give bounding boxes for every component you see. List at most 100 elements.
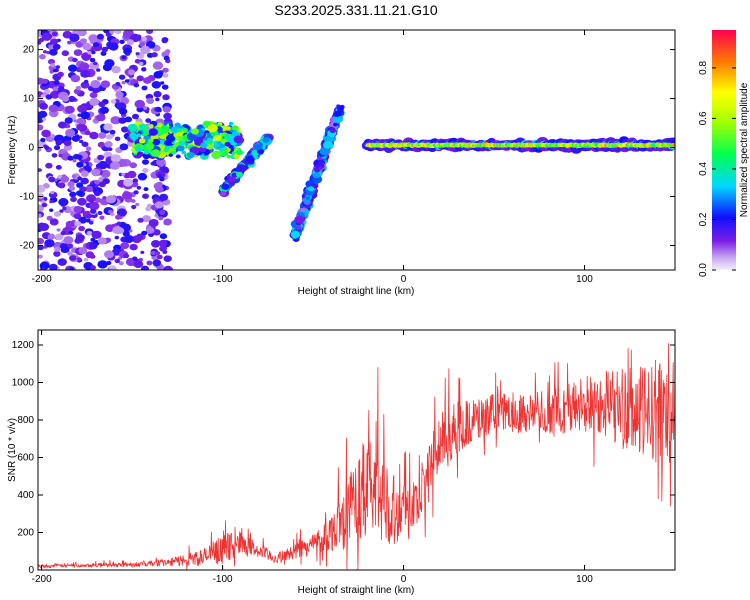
spectrogram-cell <box>90 265 96 270</box>
spectrogram-cell <box>108 42 119 51</box>
spectrogram-cell <box>45 162 53 169</box>
spectrogram-cell <box>124 116 133 123</box>
spectrogram-cell <box>78 247 88 255</box>
spectrogram-cell <box>671 142 675 148</box>
spectrogram-cell <box>51 153 58 158</box>
spectrogram-cell <box>145 206 152 212</box>
spectrogram-cell <box>72 57 78 63</box>
spectrogram-cell <box>148 124 154 129</box>
spectrogram-cell <box>50 190 55 195</box>
spectrogram-cell <box>93 190 101 197</box>
spectrogram-cell <box>47 58 56 65</box>
spectrogram-cell <box>142 215 151 223</box>
spectrogram-cell <box>54 246 61 252</box>
spectrogram-cell <box>136 133 141 137</box>
spectrogram-cell <box>74 221 82 227</box>
spectrogram-cell <box>121 80 126 85</box>
spectrogram-cell <box>80 69 91 78</box>
snr-x-tick-label: 0 <box>401 574 407 585</box>
colorbar-tick-label: 0.2 <box>698 212 709 226</box>
spectrogram-cell <box>61 50 69 57</box>
spectrogram-cell <box>67 40 72 45</box>
spectrogram-cell <box>78 225 85 232</box>
spectrogram-cell <box>80 170 89 177</box>
spectrogram-cell <box>127 123 138 132</box>
spectrogram-cell <box>81 52 92 61</box>
spectrogram-cell <box>226 155 232 159</box>
spectrogram-cell <box>38 254 43 259</box>
snr-y-tick-label: 600 <box>17 453 34 464</box>
spectrogram-cell <box>151 52 158 58</box>
spectrogram-cell <box>90 80 101 89</box>
spectrogram-cell <box>81 141 88 147</box>
spectrogram-cell <box>141 230 148 236</box>
spectrogram-cell <box>60 230 66 236</box>
spectrogram-cell <box>63 236 74 245</box>
spectrogram-cell <box>135 52 140 56</box>
spectrogram-cell <box>170 126 180 134</box>
spectrogram-cell <box>53 80 60 86</box>
spectrogram-cell <box>56 139 63 145</box>
spectrogram-cell <box>104 250 114 259</box>
spectrogram-cell <box>86 230 93 236</box>
spectrogram-cell <box>94 197 102 203</box>
spectrogram-cell <box>145 227 155 234</box>
spectrogram-x-tick-label: -200 <box>32 274 52 285</box>
spectrogram-cell <box>225 126 231 131</box>
spectrogram-cell <box>305 196 311 200</box>
spectrogram-cell <box>153 90 162 98</box>
spectrogram-cell <box>336 106 344 112</box>
spectrogram-cell <box>110 154 122 163</box>
spectrogram-cell <box>73 49 83 56</box>
spectrogram-cell <box>72 159 77 163</box>
spectrogram-cell <box>233 135 244 144</box>
spectrogram-cell <box>163 147 170 153</box>
spectrogram-cell <box>137 151 144 157</box>
spectrogram-cell <box>290 230 300 239</box>
spectrogram-cell <box>114 258 121 264</box>
spectrogram-cell <box>136 75 144 82</box>
spectrogram-cell <box>181 150 186 155</box>
spectrogram-cell <box>41 78 49 84</box>
spectrogram-cell <box>68 64 78 72</box>
spectrogram-cell <box>71 174 76 179</box>
spectrogram-cell <box>85 185 94 193</box>
spectrogram-cell <box>44 239 55 248</box>
spectrogram-cell <box>103 123 113 131</box>
spectrogram-cell <box>122 191 133 200</box>
spectrogram-cell <box>40 267 46 270</box>
spectrogram-cell <box>45 94 53 100</box>
spectrogram-cell <box>162 94 170 101</box>
spectrogram-cell <box>236 164 247 173</box>
spectrogram-cell <box>57 71 64 77</box>
spectrogram-cell <box>148 138 154 143</box>
spectrogram-cell <box>89 97 100 106</box>
spectrogram-cell <box>333 122 338 127</box>
spectrogram-cell <box>55 165 62 170</box>
spectrogram-cell <box>146 260 153 266</box>
spectrogram-cell <box>151 240 161 248</box>
spectrogram-cell <box>148 219 159 227</box>
spectrogram-xlabel: Height of straight line (km) <box>298 286 415 297</box>
spectrogram-cell <box>145 143 154 151</box>
spectrogram-cell <box>154 108 159 112</box>
spectrogram-cell <box>110 116 121 125</box>
spectrogram-cell <box>118 117 127 124</box>
colorbar-label: Normalized spectral amplitude <box>739 82 750 217</box>
spectrogram-cell <box>317 166 323 170</box>
spectrogram-cell <box>82 42 92 51</box>
spectrogram-cell <box>224 141 231 147</box>
spectrogram-cell <box>88 242 98 250</box>
spectrogram-cell <box>55 65 61 69</box>
spectrogram-cell <box>50 63 55 68</box>
spectrogram-cell <box>96 68 101 72</box>
spectrogram-cell <box>231 125 239 131</box>
spectrogram-cell <box>48 176 56 183</box>
spectrogram-cell <box>58 198 69 207</box>
spectrogram-cell <box>38 110 48 118</box>
spectrogram-cell <box>126 39 134 46</box>
spectrogram-cell <box>141 85 148 91</box>
spectrogram-cell <box>200 142 208 149</box>
spectrogram-cell <box>67 155 74 161</box>
spectrogram-cell <box>100 169 111 178</box>
